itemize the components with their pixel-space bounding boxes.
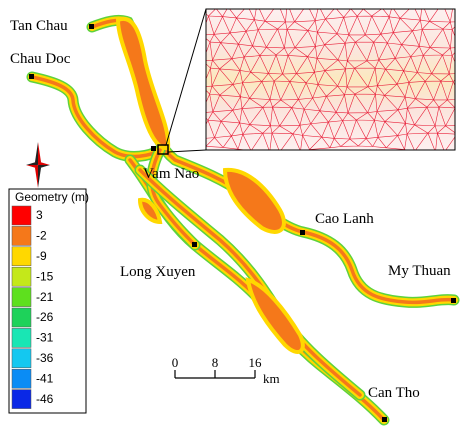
river-core [150, 148, 197, 247]
river-basin-core [245, 277, 305, 354]
scale-label: 16 [249, 355, 263, 370]
legend-title: Geometry (m) [15, 190, 89, 204]
inset-leader [165, 8, 207, 146]
legend-swatch [11, 205, 32, 226]
place-markers [29, 24, 456, 422]
legend-swatch [11, 246, 32, 267]
place-label: Vam Nao [143, 166, 199, 182]
inset-box [157, 144, 169, 155]
legend: Geometry (m) 3 -2 -9 -15 -21 -26 -31 -36 -41 -46 [8, 188, 89, 414]
mesh-inset [205, 8, 456, 151]
legend-label: -46 [36, 392, 54, 406]
place-label: Chau Doc [10, 51, 71, 67]
river-core [138, 168, 362, 397]
place-label: My Thuan [388, 263, 451, 279]
place-label: Cao Lanh [315, 211, 374, 227]
river-basin-core [137, 197, 163, 225]
place-label: Long Xuyen [120, 264, 196, 280]
legend-label: -26 [36, 310, 54, 324]
legend-label: 3 [36, 208, 43, 222]
legend-swatch [11, 368, 32, 389]
legend-label: -21 [36, 290, 54, 304]
river-basin-core [222, 167, 286, 234]
legend-swatch [11, 226, 32, 246]
legend-label: -31 [36, 331, 54, 345]
legend-swatch [11, 307, 32, 328]
mesh-lines [206, 9, 455, 150]
scale-unit: km [263, 371, 280, 386]
legend-label: -2 [36, 229, 47, 243]
place-label: Can Tho [368, 385, 420, 401]
legend-swatch [11, 389, 32, 409]
legend-label: -9 [36, 249, 47, 263]
legend-swatch [11, 287, 32, 307]
scale-label: 8 [212, 355, 219, 370]
rivers [26, 14, 460, 426]
legend-label: -36 [36, 351, 54, 365]
place-label: Tan Chau [10, 18, 68, 34]
legend-swatch [11, 328, 32, 348]
river-core [30, 75, 162, 159]
legend-label: -41 [36, 371, 54, 385]
legend-swatch [11, 266, 32, 287]
legend-label: -15 [36, 269, 54, 283]
inset-leader [167, 149, 207, 153]
legend-swatch [11, 348, 32, 369]
scale-label: 0 [172, 355, 179, 370]
river-basin-core [115, 16, 171, 151]
compass [26, 142, 50, 188]
